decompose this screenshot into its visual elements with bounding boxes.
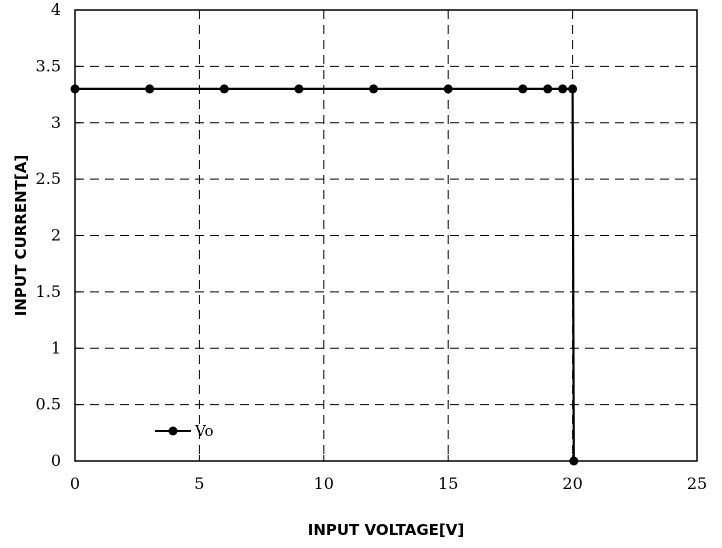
y-axis-title: INPUT CURRENT[A] (12, 155, 30, 316)
legend-label-vo: Vo (194, 422, 214, 440)
data-point (568, 84, 578, 94)
y-tick-label: 1 (51, 338, 61, 357)
y-tick-label: 3 (51, 113, 61, 132)
data-point (294, 84, 304, 94)
x-tick-label: 5 (194, 474, 204, 493)
y-tick-label: 4 (51, 0, 61, 19)
x-tick-label: 0 (70, 474, 80, 493)
y-tick-label: 2.5 (36, 169, 61, 188)
y-tick-label: 2 (51, 226, 61, 245)
data-point (219, 84, 229, 94)
x-tick-label: 10 (314, 474, 334, 493)
data-point (145, 84, 155, 94)
series (70, 84, 579, 466)
legend: Vo (155, 422, 214, 440)
ticks: 0 5 10 15 20 25 0 0.5 1 1.5 2 2.5 3 3.5 4 (36, 0, 708, 493)
data-point (70, 84, 80, 94)
x-axis-title: INPUT VOLTAGE[V] (308, 521, 465, 539)
y-tick-label: 0 (51, 451, 61, 470)
data-point (558, 84, 568, 94)
grid (75, 10, 697, 461)
data-point (543, 84, 553, 94)
data-point (369, 84, 379, 94)
x-tick-label: 15 (438, 474, 458, 493)
data-point (569, 456, 579, 466)
y-tick-label: 1.5 (36, 282, 61, 301)
y-tick-label: 0.5 (36, 395, 61, 414)
x-tick-label: 25 (687, 474, 707, 493)
series-line-vo (75, 87, 575, 462)
legend-marker-vo (168, 426, 178, 436)
x-tick-label: 20 (562, 474, 582, 493)
y-tick-label: 3.5 (36, 56, 61, 75)
data-point (518, 84, 528, 94)
data-point (443, 84, 453, 94)
